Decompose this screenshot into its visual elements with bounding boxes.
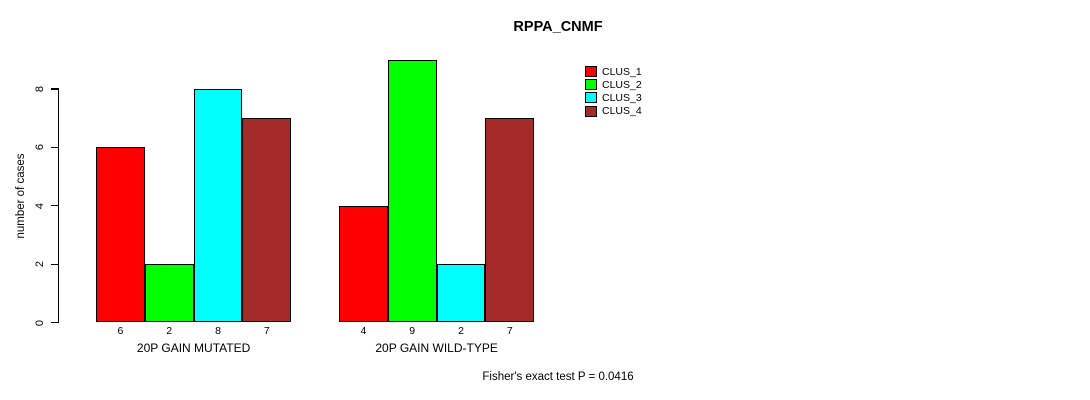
x-category-label: 20P GAIN MUTATED — [136, 341, 251, 355]
y-tick-mark — [51, 205, 58, 207]
bar-value-label: 7 — [506, 324, 513, 337]
legend-item-clus_4: CLUS_4 — [585, 105, 642, 118]
legend-item-clus_3: CLUS_3 — [585, 91, 642, 104]
bar-clus_1-group2 — [339, 205, 388, 323]
legend-swatch-icon — [585, 79, 597, 91]
y-axis-line — [58, 88, 60, 324]
annotation-text: Fisher's exact test P = 0.0416 — [482, 371, 634, 383]
legend-label: CLUS_1 — [602, 65, 642, 78]
y-tick-label: 4 — [34, 202, 46, 209]
bar-clus_4-group2 — [485, 118, 535, 323]
bar-value-label: 7 — [263, 324, 270, 337]
bar-value-label: 6 — [117, 324, 124, 337]
legend-swatch-icon — [585, 92, 597, 104]
legend-item-clus_1: CLUS_1 — [585, 65, 642, 78]
y-tick-label: 6 — [34, 144, 46, 151]
legend-label: CLUS_4 — [602, 105, 642, 118]
bar-clus_2-group1 — [144, 264, 194, 323]
legend-item-clus_2: CLUS_2 — [585, 78, 642, 91]
x-category-label: 20P GAIN WILD-TYPE — [375, 341, 498, 355]
y-tick-mark — [51, 146, 58, 149]
bar-clus_3-group1 — [193, 88, 243, 323]
y-tick-label: 0 — [34, 319, 46, 326]
bar-value-label: 9 — [409, 324, 416, 337]
bar-clus_4-group1 — [242, 118, 292, 323]
legend-label: CLUS_2 — [602, 78, 642, 91]
y-tick-label: 2 — [34, 261, 46, 268]
legend-swatch-icon — [585, 66, 597, 78]
y-tick-label: 8 — [34, 85, 46, 93]
y-tick-mark — [51, 321, 58, 324]
y-tick-mark — [51, 88, 58, 90]
bar-value-label: 2 — [166, 324, 173, 337]
bar-clus_2-group2 — [387, 59, 437, 323]
y-tick-mark — [51, 263, 58, 265]
bar-clus_3-group2 — [436, 264, 486, 323]
bar-value-label: 8 — [215, 324, 221, 337]
chart-title: RPPA_CNMF — [513, 19, 603, 35]
legend-swatch-icon — [585, 105, 597, 117]
bar-clus_1-group1 — [96, 147, 145, 323]
bar-value-label: 4 — [360, 324, 367, 337]
bar-value-label: 2 — [458, 324, 464, 337]
legend-label: CLUS_3 — [602, 91, 642, 104]
legend: CLUS_1 CLUS_2 CLUS_3 CLUS_4 — [585, 65, 642, 118]
